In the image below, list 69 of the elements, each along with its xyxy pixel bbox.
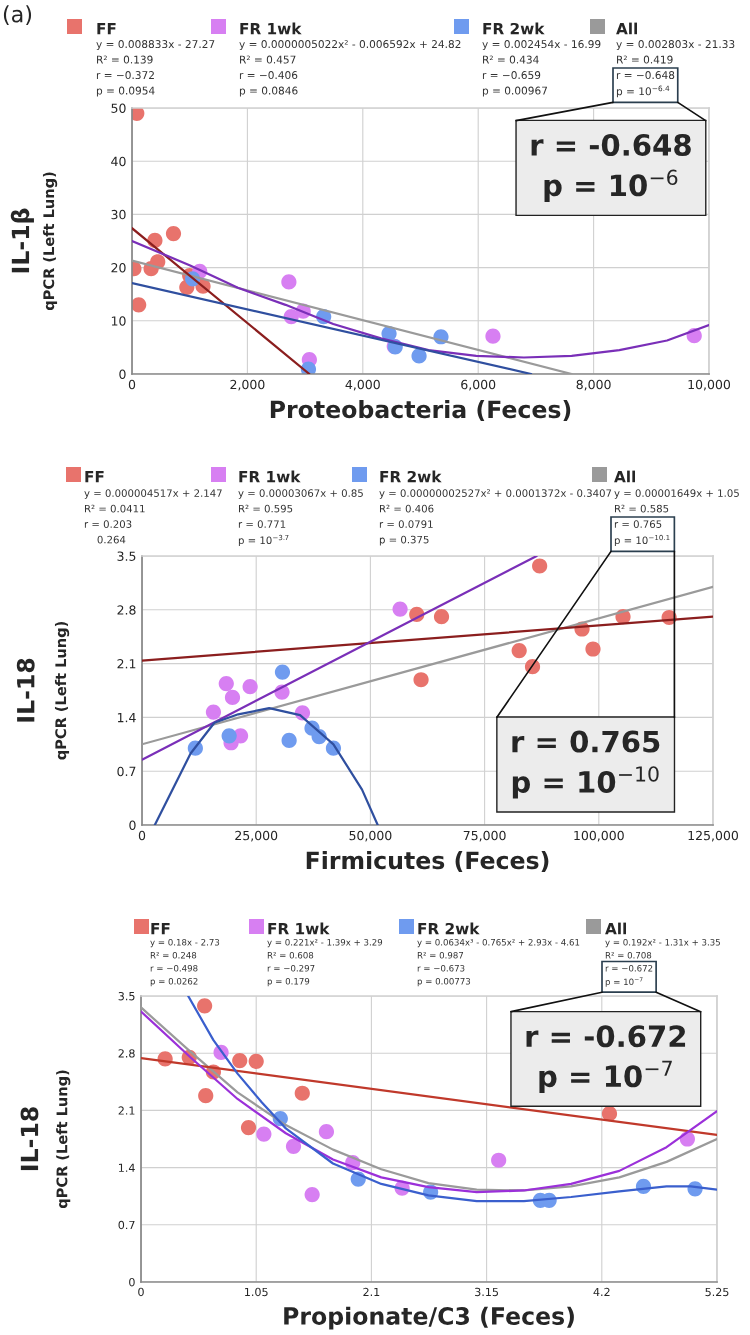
x-tick-label: 10,000 (688, 379, 731, 391)
y-tick-label: 10 (111, 316, 126, 326)
y-tick-label: 0 (129, 820, 136, 830)
text: y = 0.18x - 2.73 R² = 0.248 r = −0.498 p = 0.0262 (150, 938, 220, 987)
text: y = 0.0634x³ - 0.765x² + 2.93x - 4.61 R² = 0.987 r = −0.673 p = 0.00773 (417, 938, 580, 987)
legend-label: FF (85, 471, 104, 483)
annotation: r = -0.648 p = 10$^{−6}$ (531, 133, 691, 202)
text: r = −0.672 p = 10$^{−7}$ (605, 964, 653, 987)
y-tick-label: 2.1 (118, 1106, 135, 1115)
annotation: r = -0.672 p = 10$^{−7}$ (526, 1025, 686, 1093)
y-tick-label: 30 (111, 209, 126, 220)
text: r = −0.648 p = 10$^{−6.4}$ (616, 71, 675, 98)
text: y = 0.002454x - 16.99 R² = 0.434 r = −0.659 p = 0.00967 (482, 40, 601, 97)
y-tick-label: 0 (119, 369, 126, 379)
legend-label: FR 1wk (268, 922, 330, 935)
y-axis-title: IL-18 qPCR (Left Lung) (16, 621, 70, 760)
legend-label: FR 2wk (483, 22, 545, 35)
x-tick-label: 6,000 (461, 379, 496, 391)
text: y = 0.0000005022x² - 0.006592x + 24.82 R² = 0.457 r = −0.406 p = 0.0846 (239, 40, 461, 97)
y-tick-label: 2.8 (118, 1049, 135, 1058)
y-tick-label: 3.5 (117, 551, 136, 561)
x-tick-label: 50,000 (349, 830, 392, 842)
annotation: r = 0.765 p = 10$^{−10}$ (512, 730, 660, 799)
y-tick-label: 0.7 (118, 1220, 135, 1230)
x-tick-label: 3.15 (475, 1287, 498, 1297)
x-tick-label: 75,000 (463, 830, 506, 842)
y-tick-label: 2.8 (117, 605, 136, 615)
legend-label: FR 2wk (418, 922, 480, 935)
legend-label: FR 1wk (239, 470, 301, 483)
x-tick-label: 100,000 (574, 830, 624, 842)
y-tick-label: 1.4 (118, 1163, 135, 1172)
x-tick-label: 5.25 (705, 1287, 729, 1297)
x-axis-title: Propionate/C3 (Feces) (284, 1306, 574, 1330)
x-tick-label: 125,000 (688, 830, 739, 842)
text: y = 0.008833x - 27.27 R² = 0.139 r = −0.372 p = 0.0954 (96, 40, 215, 97)
legend-label: All (614, 470, 636, 483)
x-tick-label: 25,000 (235, 830, 278, 842)
x-axis-title: Proteobacteria (Feces) (270, 399, 571, 422)
y-tick-label: 2.1 (117, 659, 136, 669)
y-axis-title: IL-1β qPCR (Left Lung) (10, 172, 58, 311)
x-tick-label: 8,000 (576, 379, 611, 391)
y-tick-label: 3.5 (118, 991, 135, 1001)
text: r = 0.765 p = 10$^{−10.1}$ (614, 520, 670, 547)
x-tick-label: 0 (138, 1287, 144, 1297)
legend-label: FR 2wk (380, 470, 442, 483)
x-tick-label: 4,000 (345, 379, 380, 391)
x-tick-label: 1.05 (245, 1287, 268, 1297)
x-tick-label: 0 (138, 830, 146, 841)
legend-label: All (616, 22, 638, 35)
text: y = 0.00003067x + 0.85 R² = 0.595 r = 0.771 p = 10$^{−3.7}$ (238, 489, 363, 547)
y-tick-label: 40 (111, 156, 126, 167)
legend-label: FF (97, 23, 116, 35)
y-tick-label: 0.7 (117, 766, 136, 777)
y-tick-label: 20 (111, 263, 126, 273)
text: y = 0.000004517x + 2.147 R² = 0.0411 r = 0.203 0.264 (84, 489, 222, 544)
x-axis-title: Firmicutes (Feces) (306, 850, 549, 873)
legend-label: FF (151, 923, 170, 935)
legend-label: FR 1wk (240, 22, 302, 35)
x-tick-label: 4.2 (593, 1287, 610, 1296)
text: y = 0.221x² - 1.39x + 3.29 R² = 0.608 r = −0.297 p = 0.179 (267, 938, 383, 987)
legend-label: All (605, 922, 627, 935)
text: y = 0.00000002527x² + 0.0001372x - 0.3407 R² = 0.406 r = 0.0791 p = 0.375 (379, 489, 612, 546)
y-tick-label: 50 (111, 103, 126, 113)
x-tick-label: 2,000 (230, 379, 265, 391)
chart-title: (a) (3, 5, 32, 26)
y-axis-title: IL-18 qPCR (Left Lung) (20, 1070, 71, 1209)
y-tick-label: 1.4 (117, 713, 136, 723)
x-tick-label: 2.1 (363, 1287, 380, 1296)
y-tick-label: 0 (129, 1277, 135, 1287)
